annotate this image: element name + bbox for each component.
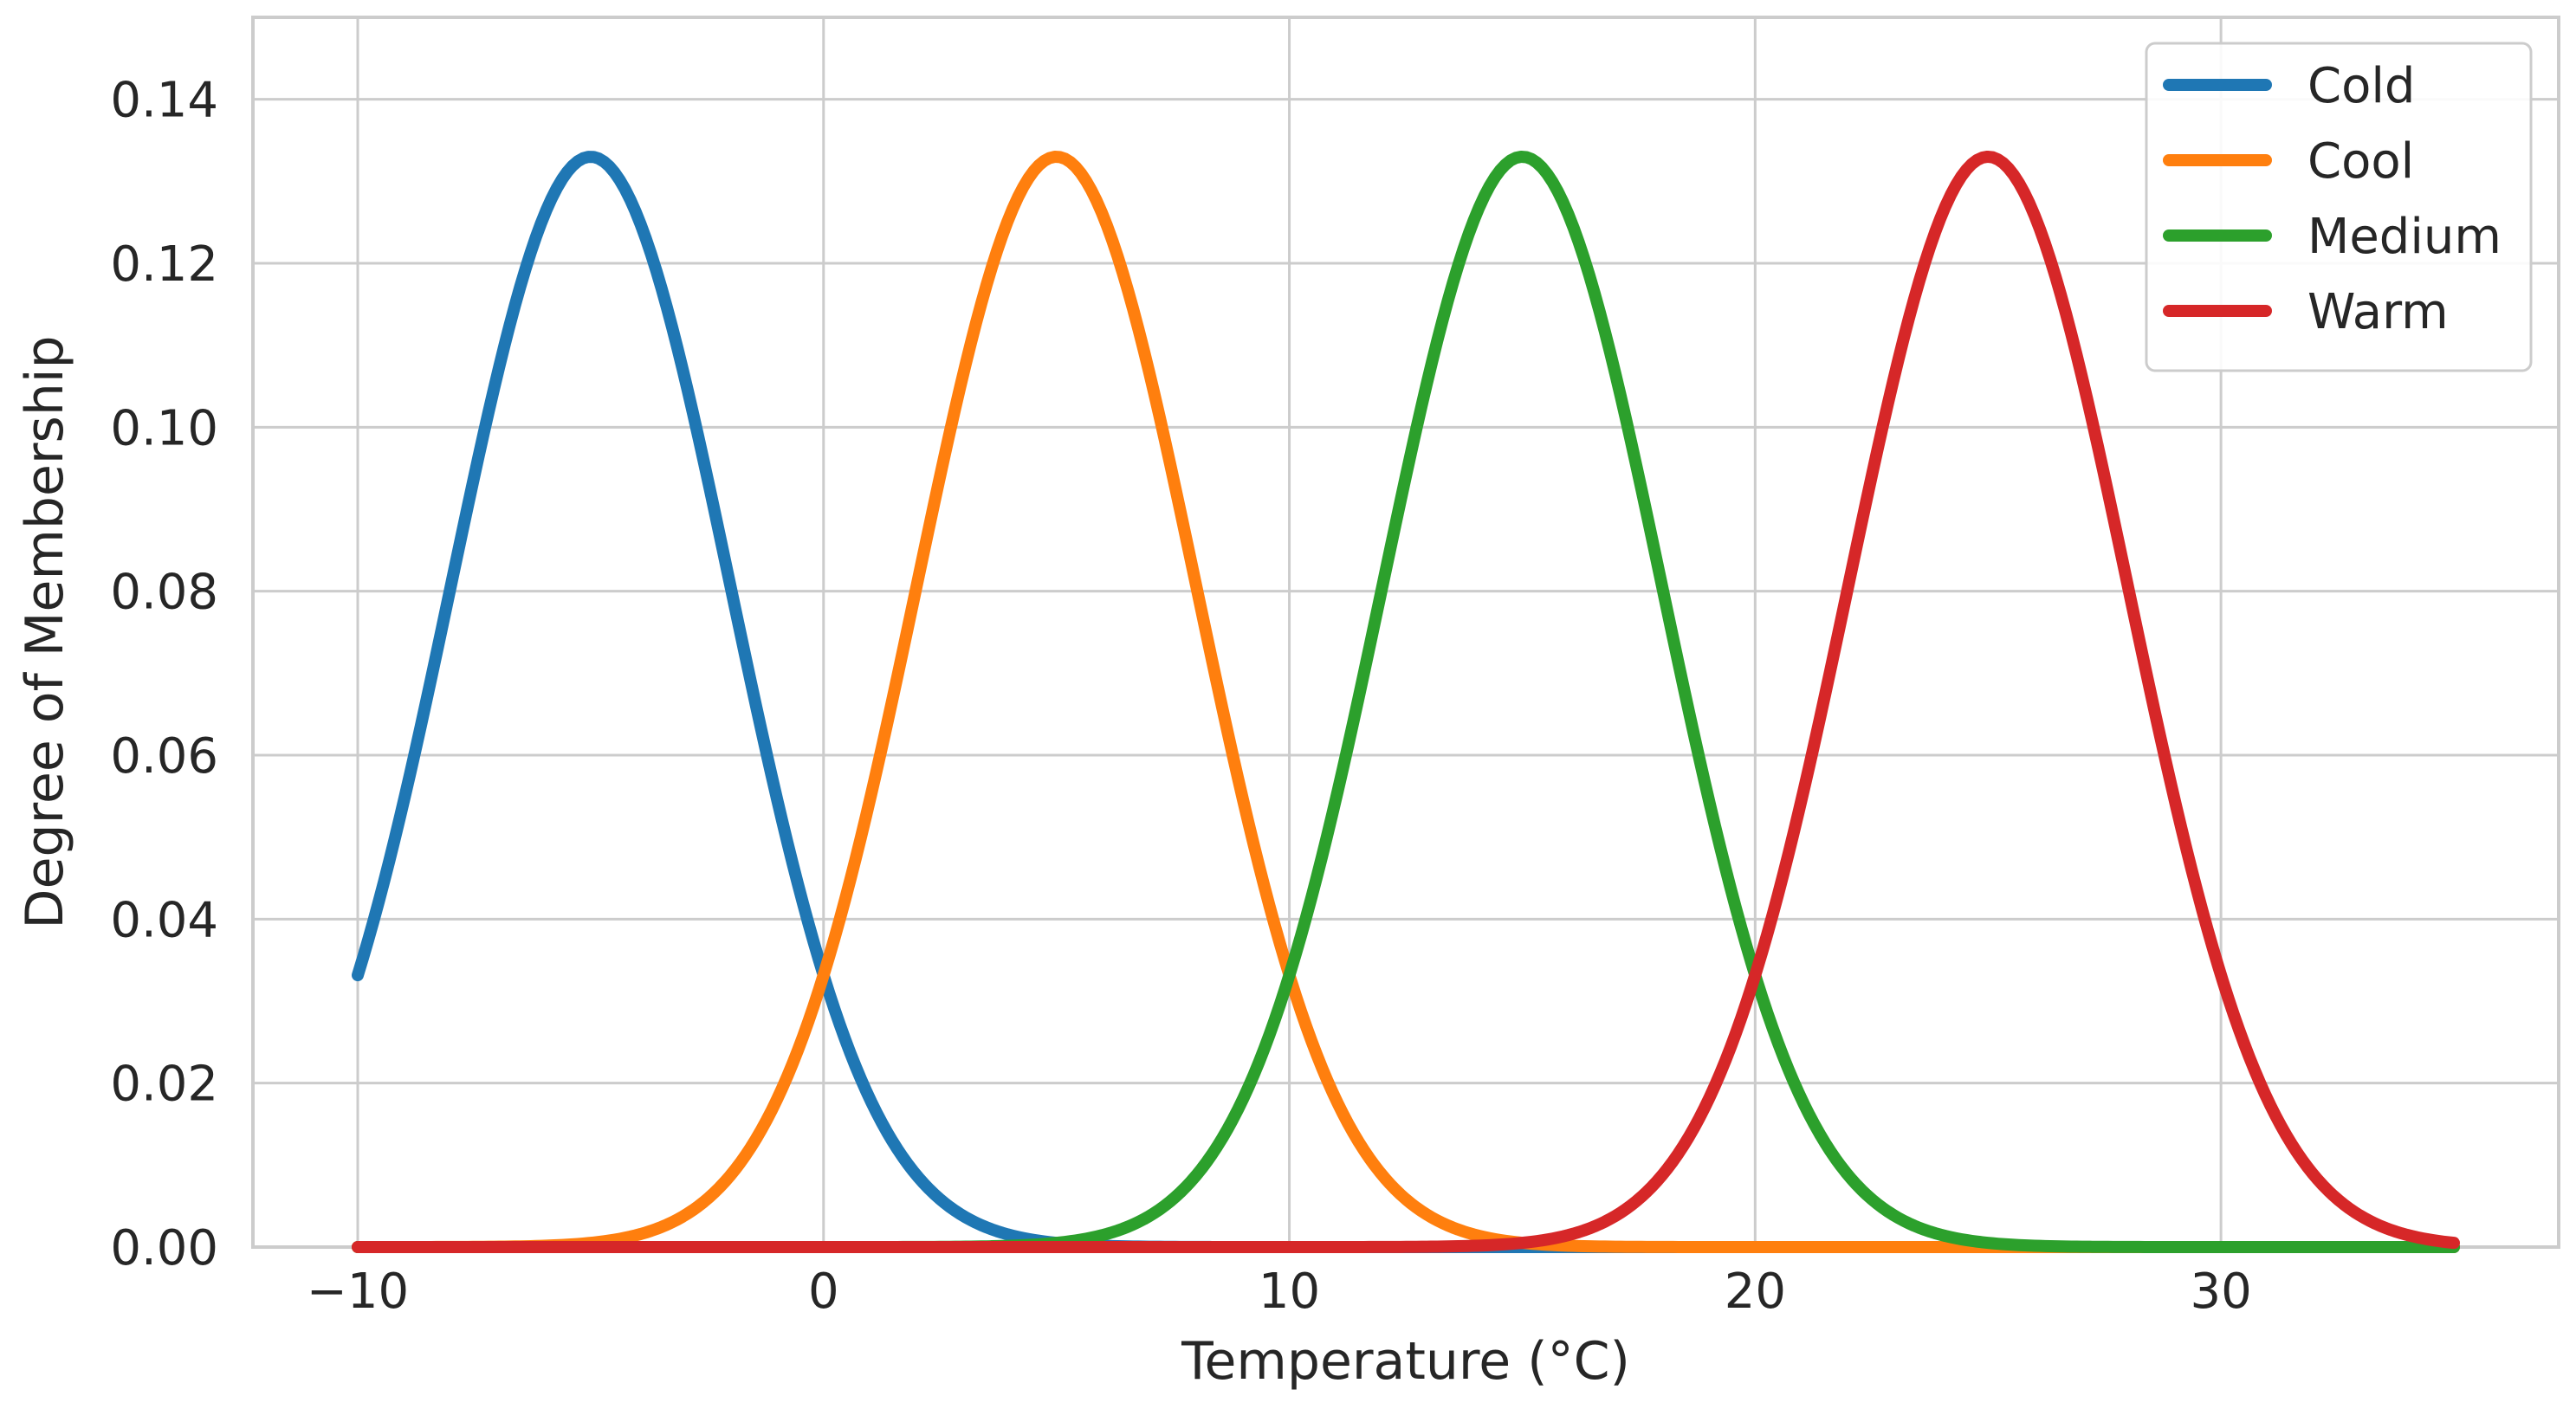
- y-tick-label: 0.10: [110, 400, 218, 456]
- legend-label: Cool: [2307, 133, 2414, 190]
- y-tick-label: 0.00: [110, 1220, 218, 1277]
- series-layer: [352, 150, 2460, 1253]
- y-tick-label: 0.14: [110, 73, 218, 129]
- y-tick-label: 0.08: [110, 565, 218, 621]
- y-tick-label: 0.12: [110, 236, 218, 293]
- x-tick-label: 30: [2190, 1264, 2251, 1320]
- x-tick-label: −10: [307, 1264, 409, 1320]
- legend: Cold Cool Medium Warm: [2145, 42, 2533, 372]
- y-tick-label: 0.04: [110, 892, 218, 948]
- y-tick-label: 0.06: [110, 728, 218, 785]
- y-tick-label: 0.02: [110, 1057, 218, 1113]
- x-tick-label: 0: [808, 1264, 839, 1320]
- legend-label: Medium: [2307, 209, 2502, 265]
- tick-labels: −10 0 10 20 30 0.00 0.02 0.04 0.06 0.08 0.10 0.12 0.…: [110, 73, 2251, 1320]
- legend-box: [2145, 42, 2533, 372]
- x-axis-label: Temperature (°C): [1181, 1331, 1630, 1392]
- legend-label: Warm: [2307, 284, 2449, 340]
- legend-label: Cold: [2307, 58, 2415, 114]
- series-line-warm: [352, 150, 2460, 1253]
- y-axis-label: Degree of Membership: [15, 335, 75, 928]
- x-tick-label: 10: [1259, 1264, 1320, 1320]
- x-tick-label: 20: [1725, 1264, 1786, 1320]
